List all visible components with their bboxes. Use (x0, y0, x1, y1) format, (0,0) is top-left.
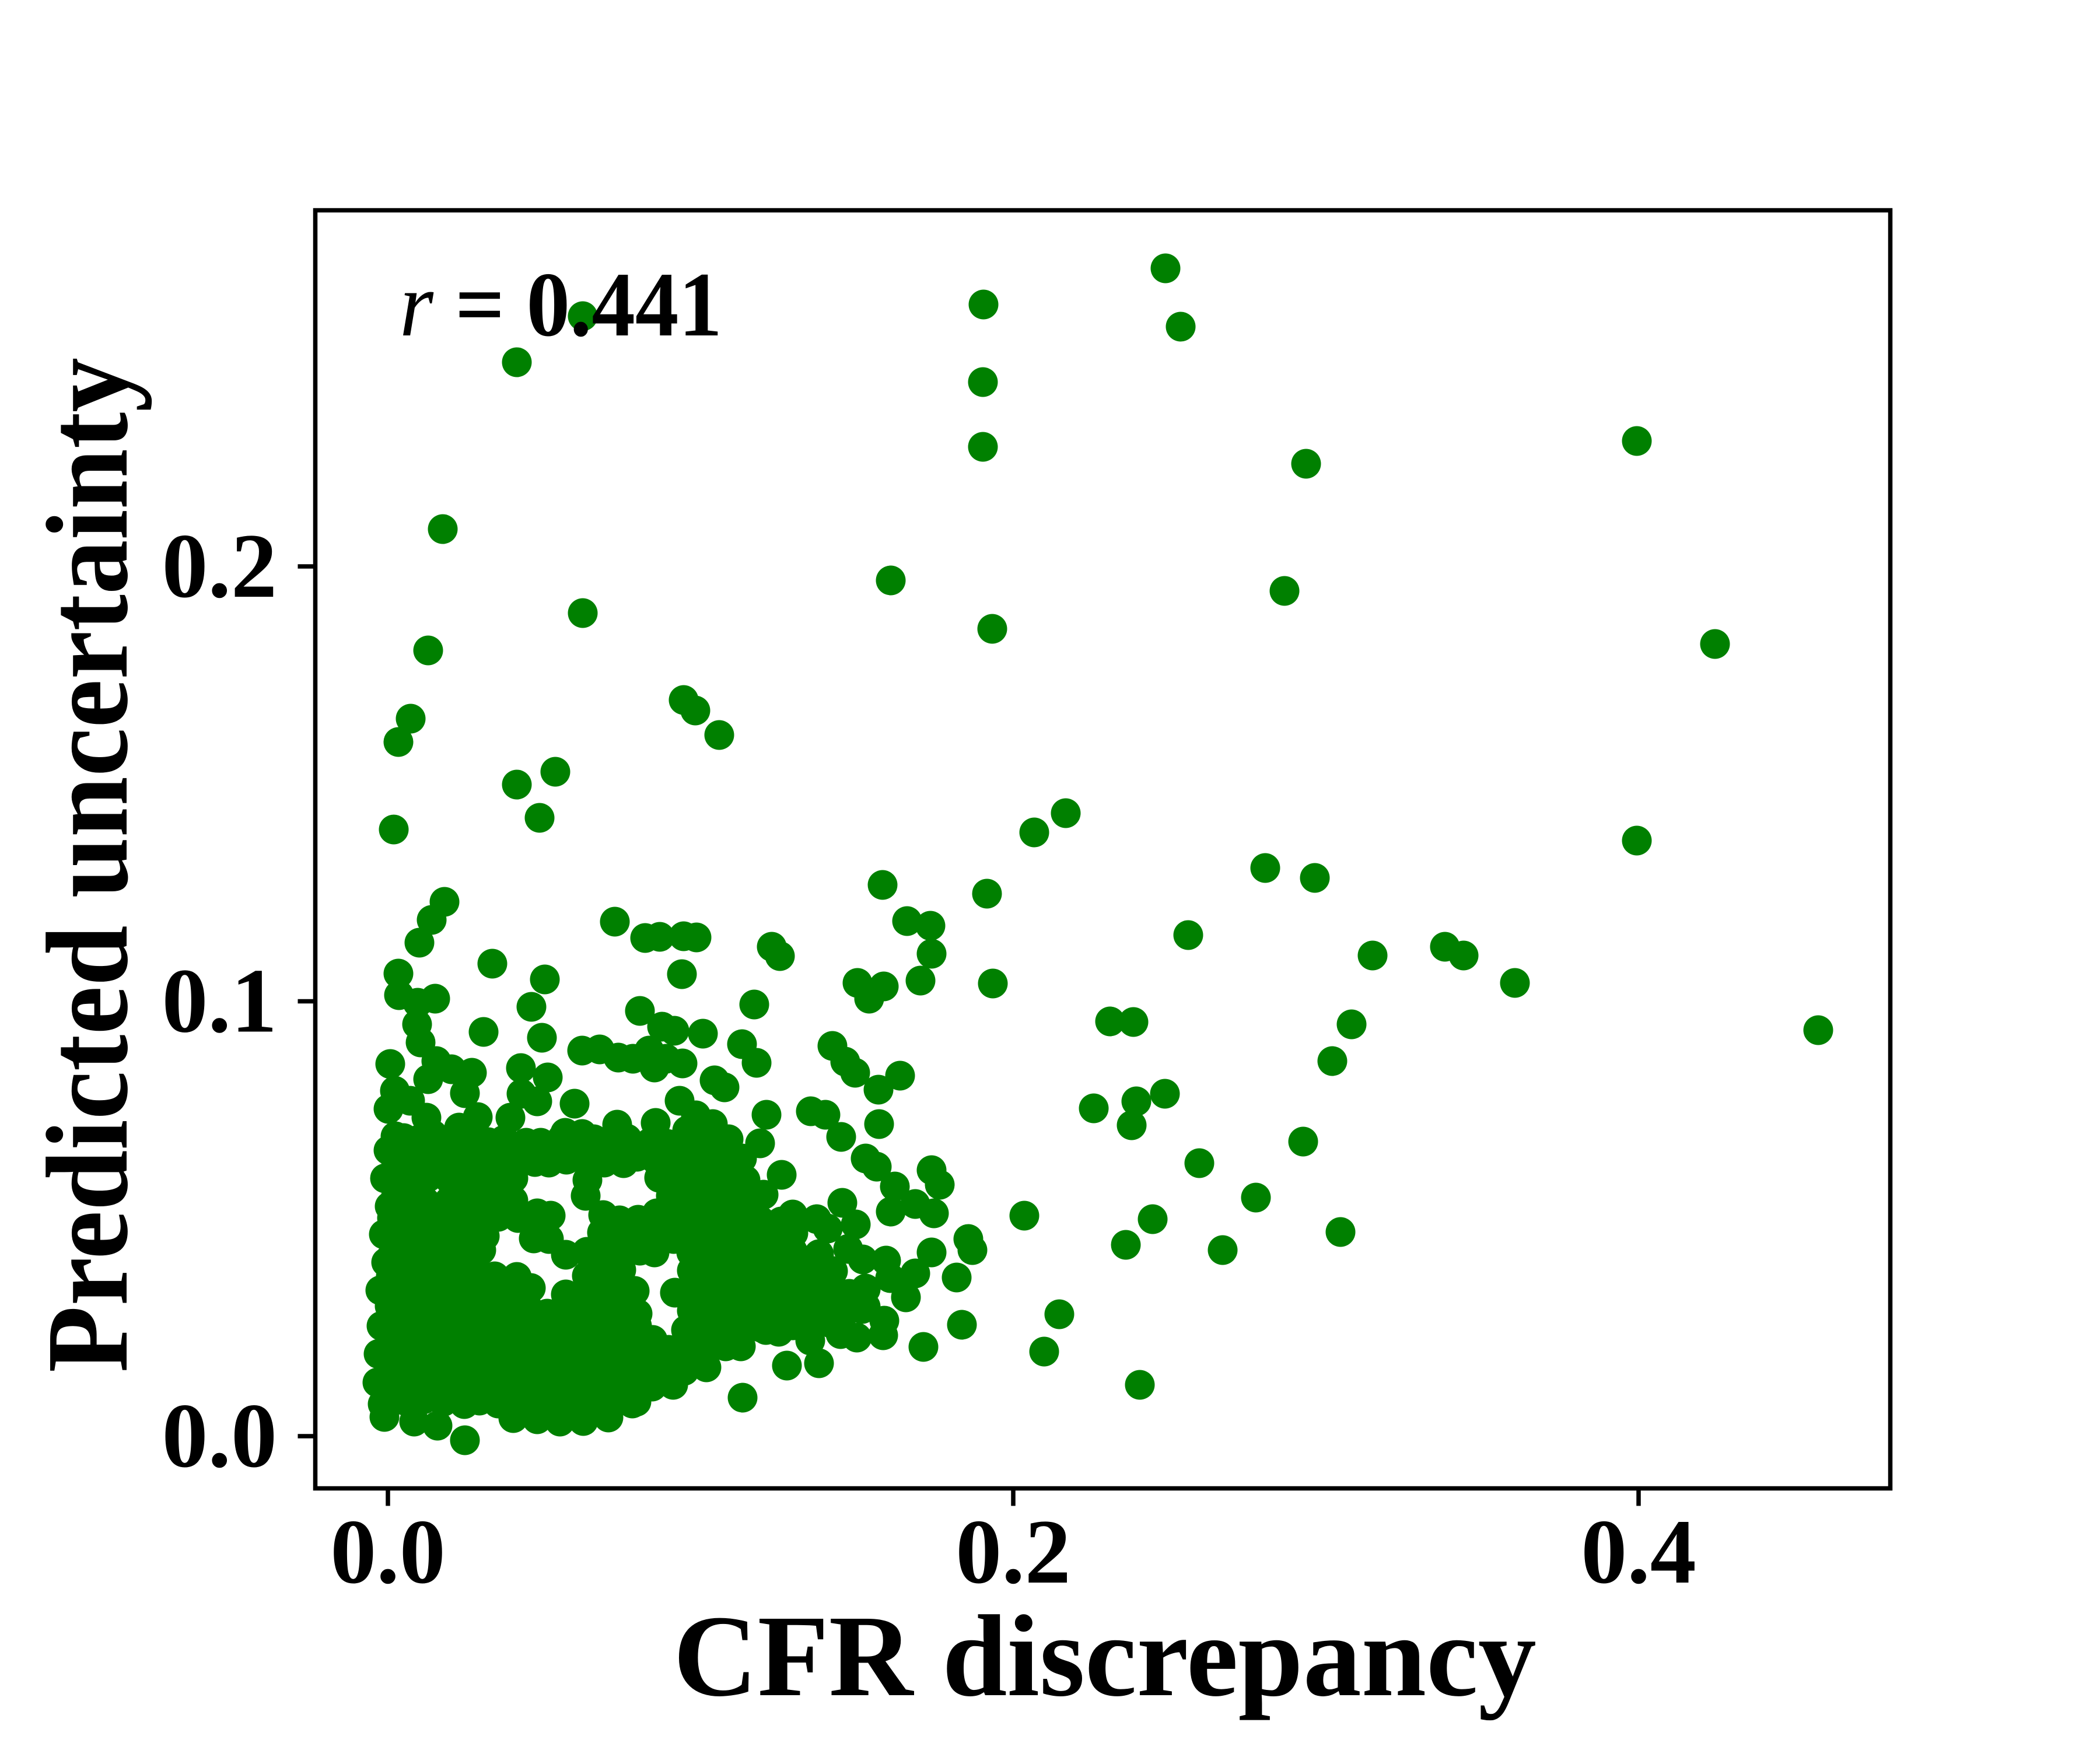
svg-text:0.1: 0.1 (162, 950, 278, 1052)
svg-text:0.2: 0.2 (162, 515, 278, 617)
svg-text:r = 0.441: r = 0.441 (400, 254, 722, 356)
svg-text:0.0: 0.0 (162, 1385, 278, 1487)
svg-text:0.2: 0.2 (956, 1501, 1071, 1603)
svg-text:0.0: 0.0 (330, 1501, 446, 1603)
svg-text:0.4: 0.4 (1581, 1501, 1696, 1603)
svg-text:Predicted uncertainty: Predicted uncertainty (23, 358, 152, 1373)
svg-text:CFR discrepancy: CFR discrepancy (673, 1592, 1536, 1721)
